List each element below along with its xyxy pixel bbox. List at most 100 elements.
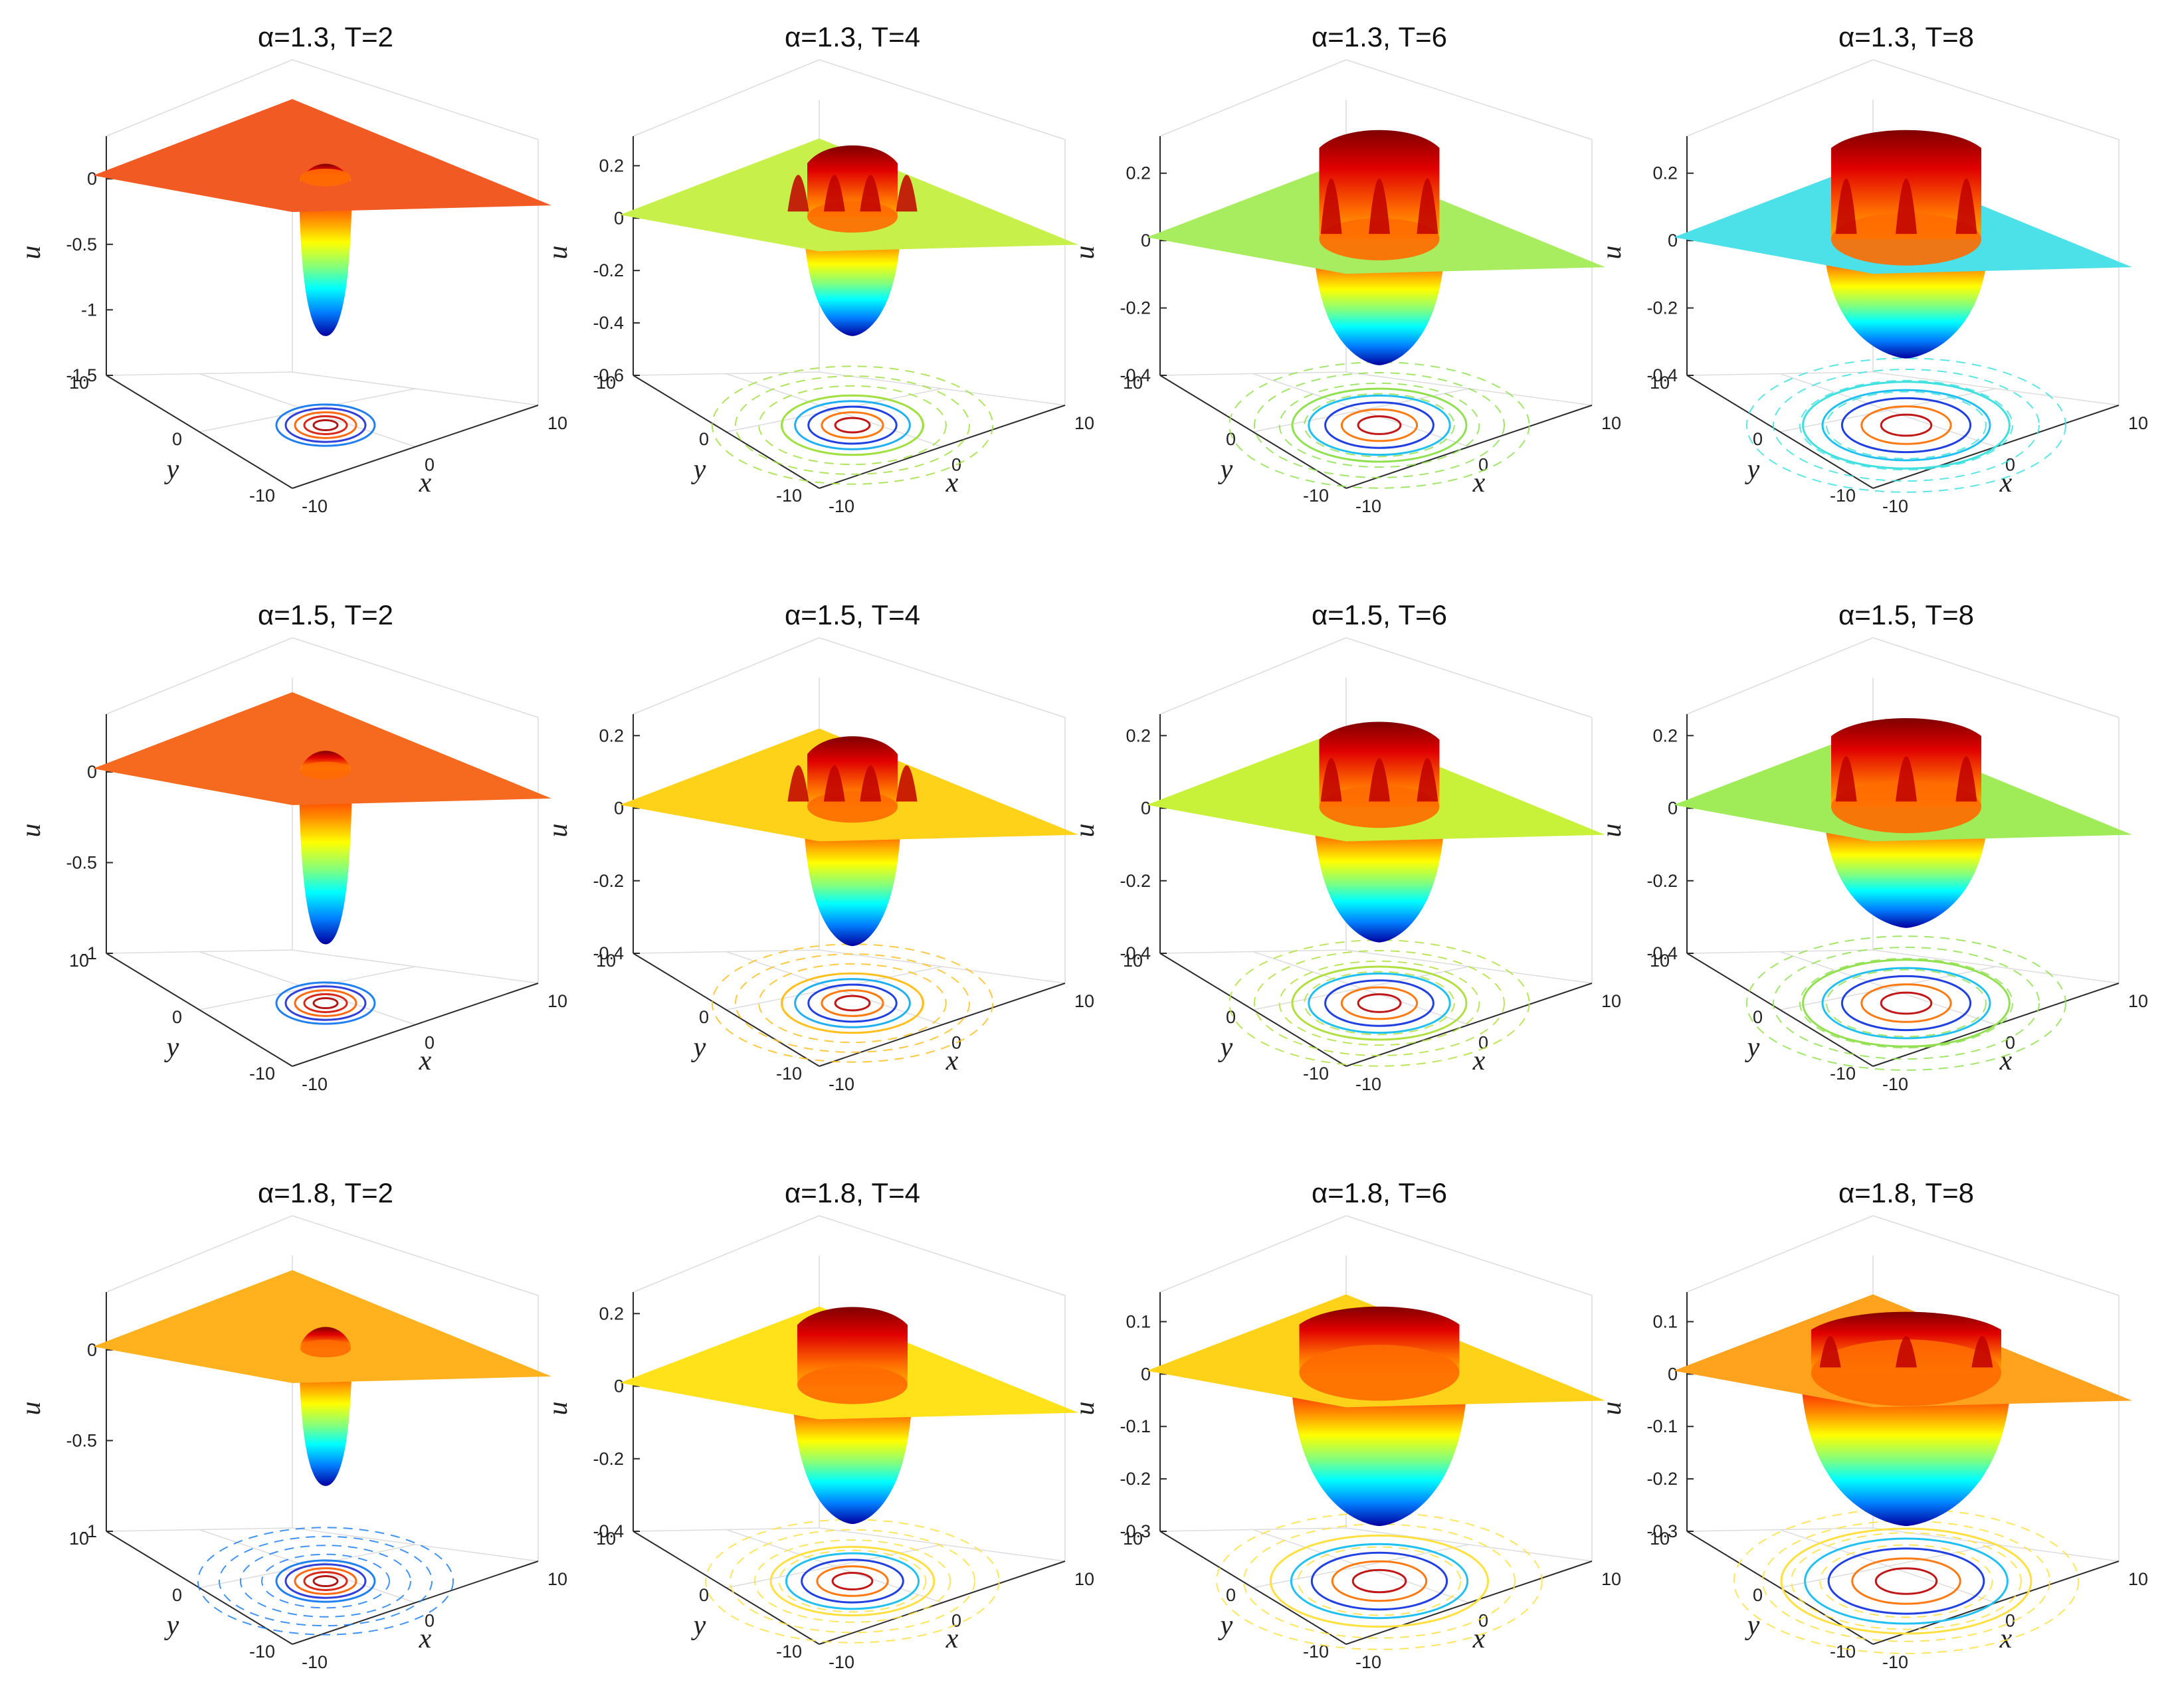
z-tick-label: -0.6 [593,365,624,385]
surface-peak-base [300,1339,351,1358]
grid-line [1159,637,1347,715]
grid-line [726,966,943,1010]
z-tick-label: -1 [81,300,97,320]
surface-side-peak [1417,758,1438,802]
contour-line [821,989,884,1017]
x-tick-label: -10 [1355,1074,1381,1094]
y-axis-line [1159,953,1347,1067]
contour-line [1324,401,1434,449]
z-tick-label: -0.2 [1646,871,1678,891]
surface-peak-base [1831,213,1981,266]
x-tick-label: 10 [1601,991,1621,1011]
grid-line [819,1215,1066,1296]
z-tick-label: -0.4 [1646,365,1678,385]
grid-line [1686,637,1874,715]
contour-line [1746,935,2066,1071]
contour-line [758,385,947,466]
z-tick-label: -0.4 [1120,365,1151,385]
contour-line [735,375,970,475]
y-tick-label: 10 [69,373,89,393]
x-axis-label: x [1472,468,1486,498]
contour-line [769,1545,936,1617]
z-tick-label: 0 [1141,231,1151,250]
surface-side-peak [896,765,918,802]
contour-line [1304,971,1455,1036]
grid-line [819,637,1066,718]
z-tick-label: -0.1 [1646,1416,1678,1436]
z-tick-label: -0.5 [66,1430,97,1450]
z-axis-label: u [1070,1402,1100,1416]
y-tick-label: 0 [172,429,182,449]
y-axis-label: y [1745,1032,1760,1063]
x-tick-label: 0 [1478,1611,1488,1631]
x-axis-line [1345,405,1593,489]
z-tick-label: 0 [87,169,97,189]
contour-line [1880,413,1933,437]
contour-line [1804,1537,2009,1625]
chart-panel: α=1.5, T=2 0 -0.5 -1 u -10 0 10 y -10 0 10 x [16,599,567,1094]
surface-side-peak [1896,1336,1917,1368]
x-tick-label: -10 [1355,1652,1381,1672]
y-tick-label: -10 [1303,486,1329,506]
z-tick-label: 0 [614,799,624,818]
x-tick-label: 10 [1601,1569,1621,1589]
x-tick-label: -10 [1882,1074,1908,1094]
y-axis-label: y [1745,454,1760,485]
y-tick-label: -10 [1303,1064,1329,1084]
grid-line [1779,388,1997,432]
surface-side-peak [860,175,882,212]
contour-line [1773,369,2040,482]
x-axis-line [1345,1561,1593,1645]
contour-line [1340,408,1419,442]
x-tick-label: 10 [1074,413,1094,433]
y-tick-label: 0 [1226,429,1236,449]
z-axis-label: u [16,246,47,260]
z-axis-label: u [543,824,573,838]
panel-title: α=1.8, T=6 [1312,1177,1447,1208]
y-axis-label: y [1218,1610,1233,1641]
contour-line [303,1571,348,1591]
grid-line [1159,1215,1347,1293]
contour-line [807,405,898,445]
grid-line [1872,637,2120,718]
y-tick-label: 0 [1226,1007,1236,1027]
surface-side-peak [1369,178,1390,235]
z-tick-label: -0.2 [1120,871,1151,891]
grid-line [292,59,539,140]
z-tick-label: 0.1 [1126,1311,1151,1331]
y-axis-line [1159,375,1347,489]
grid-line [1872,1215,2120,1296]
x-tick-label: 10 [547,991,567,1011]
surface-peak-base [807,201,898,233]
panel-title: α=1.8, T=8 [1838,1177,1974,1208]
contour-line [294,411,357,439]
contour-line [1799,957,2013,1049]
grid-line [1345,1215,1593,1296]
x-tick-label: 10 [2128,1569,2148,1589]
contour-line [1826,391,1987,460]
surface-peak-base [1319,785,1440,828]
z-axis-label: u [1070,246,1100,260]
y-axis-line [633,375,820,489]
contour-line [1802,959,2011,1048]
surface-peak-base [797,1365,908,1404]
contour-line [312,996,339,1010]
contour-line [711,943,994,1063]
z-tick-label: 0.2 [1126,163,1151,183]
contour-line [1802,381,2011,470]
contour-line [303,415,348,435]
contour-line [197,1527,454,1636]
z-axis-label: u [16,1402,47,1416]
x-axis-line [1345,983,1593,1067]
contour-line [1746,357,2066,493]
y-axis-line [1686,953,1874,1067]
surface-peak [797,1307,908,1385]
surface-side-peak [1835,178,1857,235]
z-tick-label: 0 [614,208,624,228]
z-tick-label: -1.5 [66,365,97,385]
contour-line [758,963,947,1044]
contour-line [219,1535,433,1627]
